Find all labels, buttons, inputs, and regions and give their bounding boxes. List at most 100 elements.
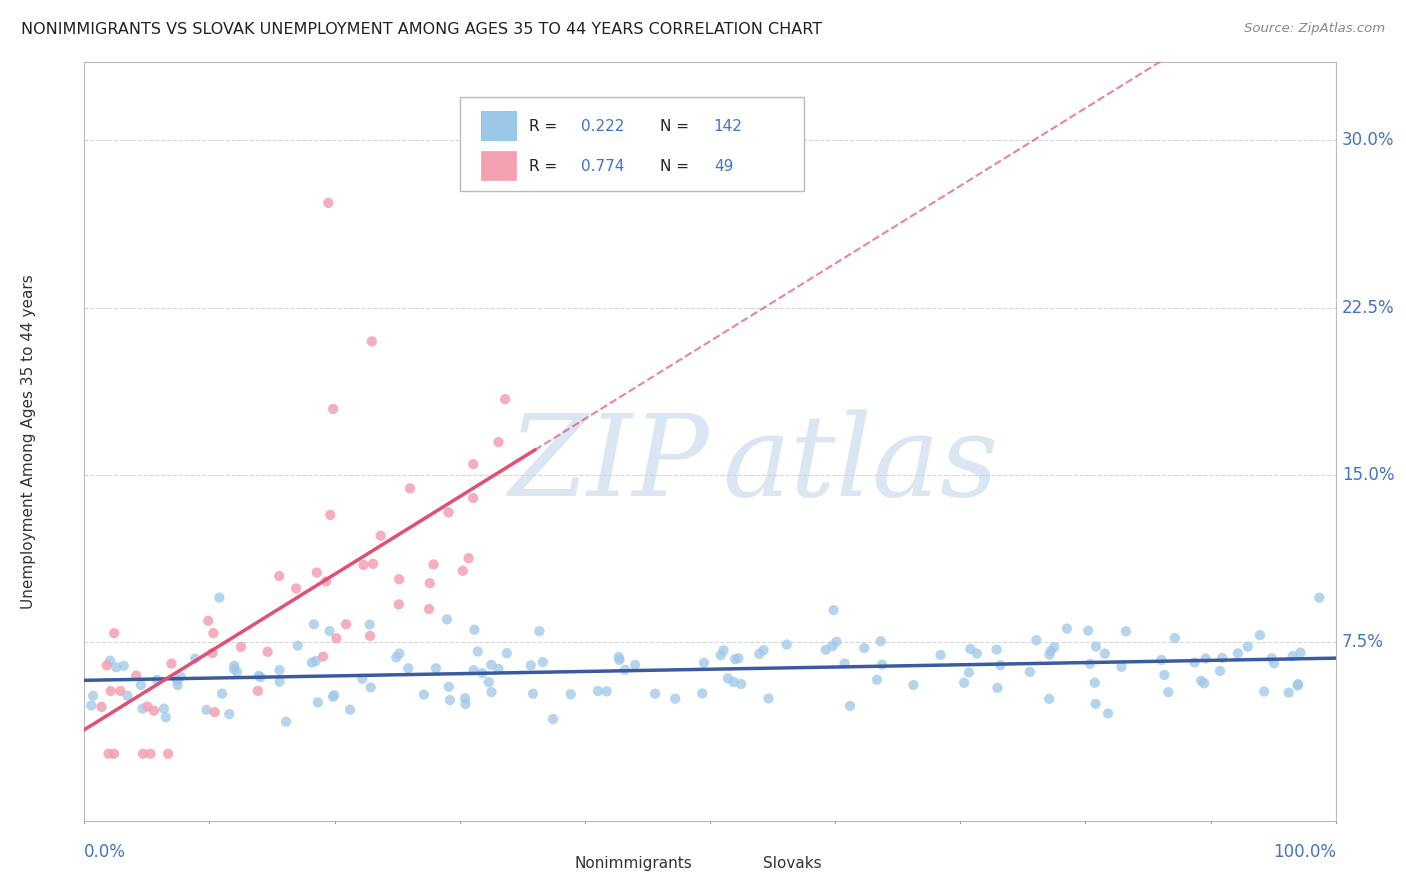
Point xyxy=(249,670,271,684)
Point xyxy=(247,669,270,683)
Point xyxy=(285,582,308,596)
Point xyxy=(370,528,392,542)
FancyBboxPatch shape xyxy=(460,96,804,191)
Point xyxy=(211,687,233,701)
Point xyxy=(541,712,564,726)
Point xyxy=(1084,640,1107,654)
Point xyxy=(531,655,554,669)
Point xyxy=(125,668,148,682)
Point xyxy=(560,687,582,701)
Point xyxy=(1164,631,1187,645)
Point xyxy=(690,686,713,700)
Point xyxy=(208,591,231,605)
Point xyxy=(488,435,510,450)
FancyBboxPatch shape xyxy=(541,855,568,871)
Point xyxy=(361,557,384,571)
Point xyxy=(388,647,411,661)
Point xyxy=(664,691,686,706)
Point xyxy=(136,699,159,714)
Text: atlas: atlas xyxy=(723,409,998,519)
Point xyxy=(1077,624,1099,638)
Point xyxy=(1189,673,1212,688)
Point xyxy=(1184,656,1206,670)
Point xyxy=(269,663,291,677)
Point xyxy=(112,658,135,673)
Text: N =: N = xyxy=(659,160,693,174)
Point xyxy=(160,657,183,671)
Text: R =: R = xyxy=(529,120,562,134)
Point xyxy=(825,634,848,648)
Point xyxy=(479,657,502,672)
Point xyxy=(246,683,269,698)
Point xyxy=(396,661,419,675)
Text: Source: ZipAtlas.com: Source: ZipAtlas.com xyxy=(1244,22,1385,36)
Text: Slovaks: Slovaks xyxy=(762,855,821,871)
Point xyxy=(339,703,361,717)
Point xyxy=(730,677,752,691)
Point xyxy=(1157,685,1180,699)
Text: N =: N = xyxy=(659,120,693,134)
Point xyxy=(463,491,485,505)
Point xyxy=(318,195,340,210)
FancyBboxPatch shape xyxy=(728,855,756,871)
Point xyxy=(467,644,489,658)
Point xyxy=(305,654,328,668)
Point xyxy=(80,698,103,713)
Point xyxy=(385,650,408,665)
Point xyxy=(307,695,329,709)
Point xyxy=(319,508,342,522)
Text: Unemployment Among Ages 35 to 44 years: Unemployment Among Ages 35 to 44 years xyxy=(21,274,35,609)
Point xyxy=(870,657,893,672)
Point xyxy=(274,714,297,729)
Point xyxy=(413,688,436,702)
Point xyxy=(229,640,252,654)
Point xyxy=(98,654,121,668)
Text: 0.222: 0.222 xyxy=(581,120,624,134)
Point xyxy=(748,647,770,661)
Point xyxy=(82,689,104,703)
Point xyxy=(323,688,346,702)
Point xyxy=(166,673,188,688)
Text: 7.5%: 7.5% xyxy=(1341,633,1384,651)
Point xyxy=(495,646,517,660)
Point xyxy=(957,665,980,680)
Point xyxy=(988,658,1011,673)
Point xyxy=(1286,679,1309,693)
Point xyxy=(953,675,976,690)
Point xyxy=(437,505,460,519)
Point xyxy=(1281,649,1303,664)
Point xyxy=(418,602,440,616)
Point xyxy=(713,643,735,657)
Point xyxy=(318,624,340,638)
Point xyxy=(105,660,128,674)
Point xyxy=(139,747,162,761)
Point xyxy=(463,663,485,677)
Point xyxy=(607,650,630,665)
Point xyxy=(710,648,733,662)
Point xyxy=(388,598,411,612)
Point xyxy=(903,678,925,692)
Point xyxy=(1286,677,1309,691)
Point xyxy=(823,603,845,617)
Point xyxy=(494,392,516,406)
Point xyxy=(218,707,240,722)
Point xyxy=(1094,647,1116,661)
Point xyxy=(1192,676,1215,690)
Point xyxy=(1150,653,1173,667)
Point xyxy=(644,687,666,701)
Point xyxy=(529,624,551,639)
Point xyxy=(322,402,344,417)
Point xyxy=(929,648,952,662)
Point xyxy=(422,558,444,572)
Point xyxy=(322,690,344,704)
Point xyxy=(522,687,544,701)
Point xyxy=(224,658,246,673)
Point xyxy=(1056,622,1078,636)
Point xyxy=(166,678,188,692)
Point xyxy=(1226,646,1249,660)
Point xyxy=(814,642,837,657)
Point xyxy=(146,673,169,687)
Point xyxy=(1097,706,1119,721)
Point xyxy=(724,652,747,666)
Point xyxy=(96,658,118,673)
